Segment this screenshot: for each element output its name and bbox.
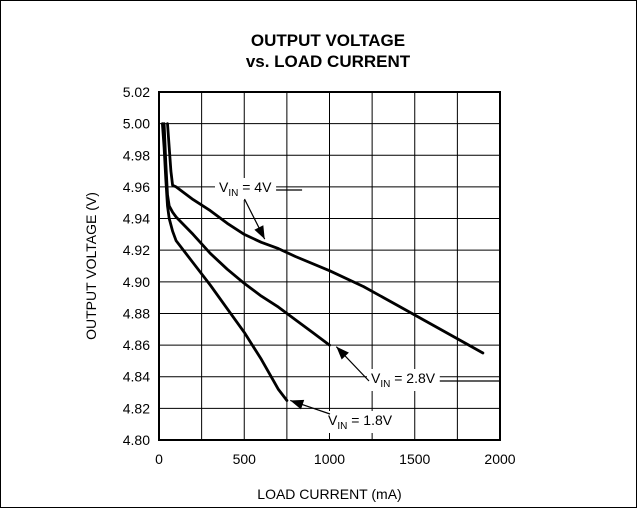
series-label-0: VIN = 4V bbox=[215, 178, 303, 240]
y-tick-label: 4.90 bbox=[123, 274, 150, 290]
y-tick-label: 4.82 bbox=[123, 400, 150, 416]
x-axis-ticks: 0 500 1000 1500 2000 bbox=[155, 451, 516, 467]
y-tick-label: 4.94 bbox=[123, 211, 150, 227]
series-label-bg bbox=[324, 411, 397, 433]
y-axis-label: OUTPUT VOLTAGE (V) bbox=[83, 192, 99, 340]
y-axis-ticks: 4.80 4.82 4.84 4.86 4.88 4.90 4.92 4.94 4.96 4.98… bbox=[123, 84, 150, 448]
series-label-2: VIN = 1.8V bbox=[290, 399, 397, 433]
annotation-arrowhead bbox=[290, 399, 305, 410]
series-label-1: VIN = 2.8V bbox=[335, 346, 500, 391]
series-label-text: VIN = 4V bbox=[219, 179, 272, 199]
chart-title-line-1: OUTPUT VOLTAGE bbox=[251, 31, 405, 50]
series-label-bg bbox=[215, 178, 277, 200]
y-tick-label: 4.98 bbox=[123, 147, 150, 163]
annotation-arrowhead bbox=[336, 346, 349, 360]
annotations: VIN = 4V VIN = 2.8V VIN = 1.8V bbox=[215, 178, 500, 433]
y-tick-label: 4.80 bbox=[123, 432, 150, 448]
series-layer bbox=[160, 122, 485, 402]
y-tick-label: 4.84 bbox=[123, 369, 150, 385]
series-label-text: VIN = 2.8V bbox=[371, 370, 436, 390]
y-tick-label: 5.00 bbox=[123, 116, 150, 132]
x-tick-label: 500 bbox=[233, 451, 257, 467]
annotation-arrowhead bbox=[254, 225, 265, 240]
y-tick-label: 5.02 bbox=[123, 84, 150, 100]
series-line-2 bbox=[160, 122, 289, 402]
x-tick-label: 2000 bbox=[484, 451, 515, 467]
series-label-bg bbox=[367, 369, 440, 391]
y-tick-label: 4.96 bbox=[123, 179, 150, 195]
y-tick-label: 4.88 bbox=[123, 305, 150, 321]
y-tick-label: 4.92 bbox=[123, 242, 150, 258]
x-tick-label: 1000 bbox=[314, 451, 345, 467]
chart-title-line-2: vs. LOAD CURRENT bbox=[246, 52, 411, 71]
x-axis-label: LOAD CURRENT (mA) bbox=[257, 486, 401, 502]
plot-border bbox=[158, 91, 501, 441]
series-label-text: VIN = 1.8V bbox=[328, 412, 393, 432]
grid bbox=[159, 92, 500, 440]
series-line-0 bbox=[166, 122, 485, 355]
x-tick-label: 0 bbox=[155, 451, 163, 467]
chart-title: OUTPUT VOLTAGE vs. LOAD CURRENT bbox=[246, 31, 411, 71]
y-tick-label: 4.86 bbox=[123, 337, 150, 353]
x-tick-label: 1500 bbox=[399, 451, 430, 467]
